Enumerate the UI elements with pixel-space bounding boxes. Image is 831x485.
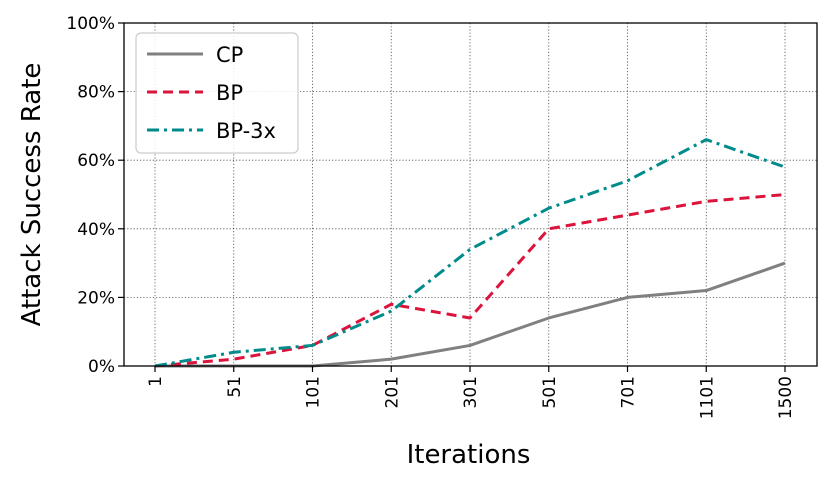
y-tick-label: 100%: [66, 14, 115, 34]
y-tick-label: 20%: [77, 288, 115, 308]
series-line-bp-3x: [154, 138, 786, 368]
x-tick-label: 201: [382, 376, 402, 408]
x-axis: 1 51 101 201 301 501 701 1101 1500: [146, 366, 796, 419]
x-tick-label: 701: [619, 376, 639, 408]
legend-label-bp: BP: [216, 81, 243, 105]
y-axis: 0% 20% 40% 60% 80% 100%: [66, 14, 124, 377]
x-tick-label: 501: [540, 376, 560, 408]
y-tick-label: 80%: [77, 83, 115, 103]
legend-label-bp-3x: BP-3x: [216, 119, 276, 143]
x-tick-label: 301: [461, 376, 481, 408]
series-line-bp: [154, 193, 786, 368]
y-tick-label: 0%: [88, 357, 115, 377]
legend: CP BP BP-3x: [135, 32, 299, 154]
y-tick-label: 40%: [77, 220, 115, 240]
x-tick-label: 101: [304, 376, 324, 408]
x-axis-title: Iterations: [407, 440, 531, 470]
x-tick-label: 1500: [776, 376, 796, 419]
y-tick-label: 60%: [77, 151, 115, 171]
legend-box: [135, 32, 299, 154]
y-axis-title: Attack Success Rate: [17, 63, 47, 327]
x-tick-label: 1: [146, 376, 166, 387]
x-tick-label: 51: [225, 376, 245, 398]
x-tick-label: 1101: [697, 376, 717, 419]
legend-label-cp: CP: [216, 43, 243, 67]
